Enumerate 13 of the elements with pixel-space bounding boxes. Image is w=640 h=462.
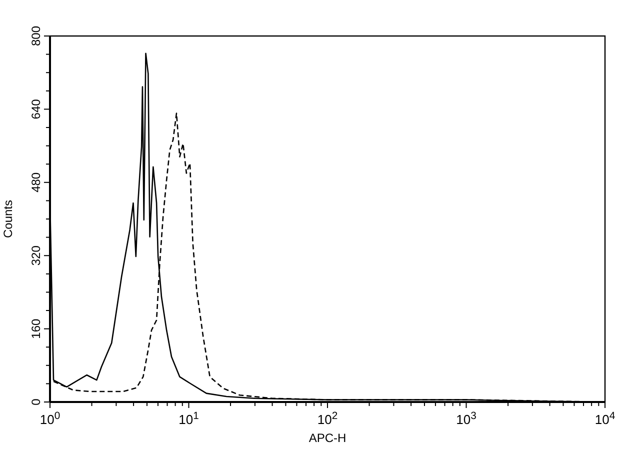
y-tick-label: 640 <box>29 98 43 120</box>
x-tick-label: 10$^{3}$ <box>456 410 477 427</box>
x-tick-label: 10$^{1}$ <box>178 410 200 427</box>
y-tick-label: 0 <box>29 398 43 406</box>
y-tick-label: 160 <box>29 318 43 339</box>
y-tick-label: 320 <box>29 245 43 266</box>
x-tick-label: 10$^{2}$ <box>317 410 338 427</box>
x-axis-title: APC-H <box>308 431 346 445</box>
x-tick-label: 10$^{0}$ <box>40 410 60 427</box>
x-tick-label: 10$^{4}$ <box>594 410 616 427</box>
y-tick-label: 800 <box>29 26 43 46</box>
y-axis-title: Counts <box>1 200 15 238</box>
y-tick-label: 480 <box>29 172 43 192</box>
